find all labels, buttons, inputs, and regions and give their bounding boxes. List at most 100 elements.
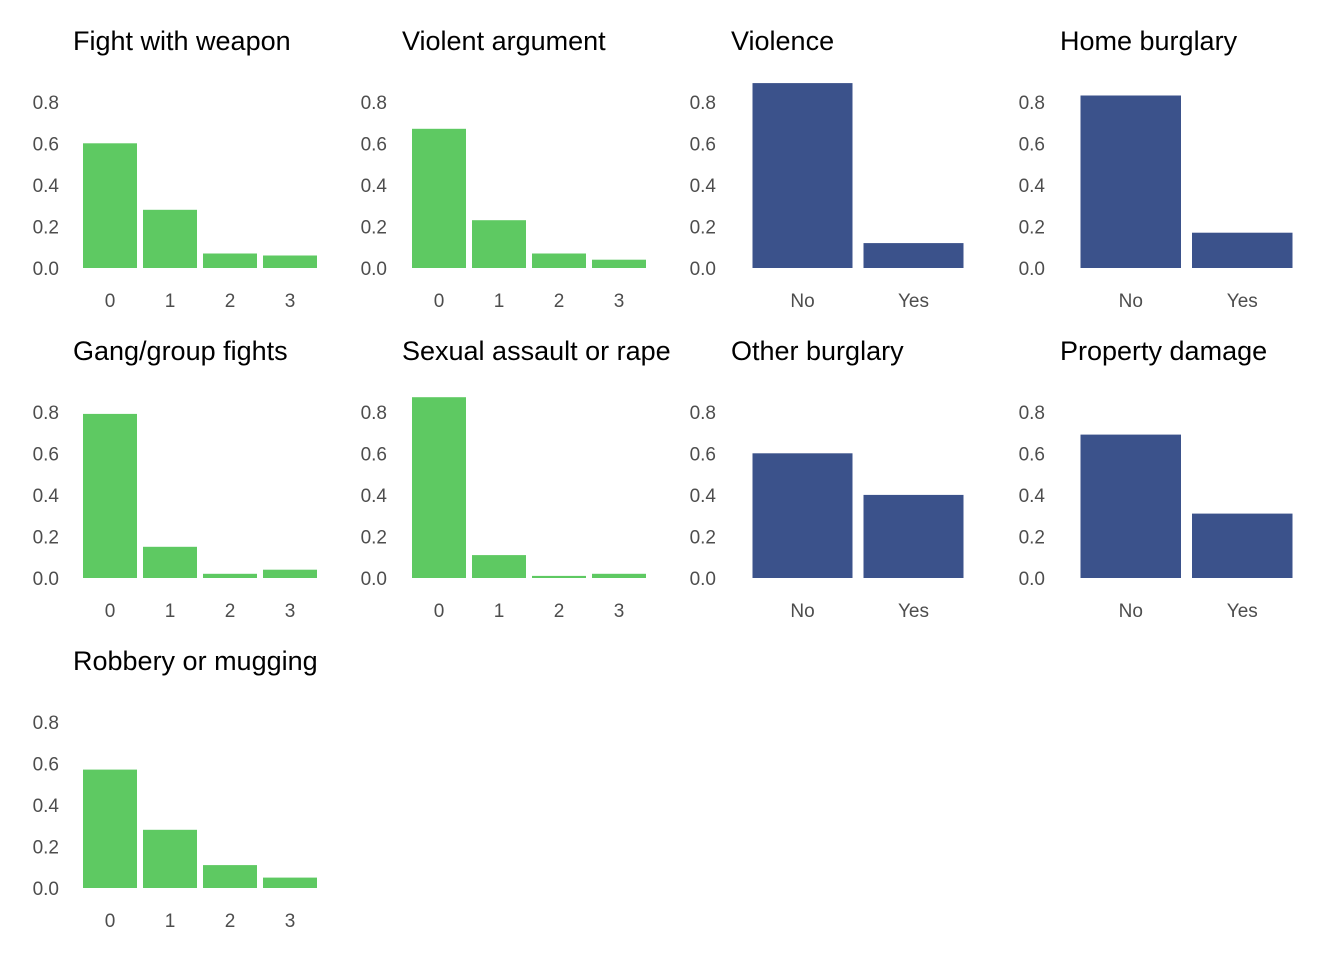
x-tick-label: No — [790, 601, 814, 622]
x-tick-label: 3 — [614, 601, 625, 622]
bar-3 — [263, 569, 317, 578]
y-tick-label: 0.6 — [361, 134, 387, 155]
y-tick-label: 0.6 — [1019, 134, 1045, 155]
bar-2 — [203, 253, 257, 268]
bar-no — [752, 453, 853, 578]
x-tick-label: 1 — [165, 291, 176, 312]
y-tick-label: 0.0 — [1019, 259, 1045, 280]
x-tick-label: No — [790, 291, 814, 312]
panel-violence: Violence 0.0 0.2 0.4 0.6 0.8 No Yes — [690, 26, 964, 312]
y-tick-label: 0.4 — [361, 486, 388, 507]
panel-fight-with-weapon: Fight with weapon 0.0 0.2 0.4 0.6 0.8 0 1 2 3 — [33, 26, 317, 312]
x-tick-label: 2 — [225, 291, 236, 312]
x-tick-label: 2 — [554, 601, 565, 622]
bar-1 — [143, 209, 197, 268]
x-tick-label: No — [1119, 291, 1143, 312]
panel-title: Property damage — [1060, 336, 1267, 366]
x-tick-label: 0 — [105, 911, 116, 932]
y-tick-label: 0.0 — [33, 879, 59, 900]
y-tick-label: 0.8 — [1019, 403, 1045, 424]
panel-sexual-assault-or-rape: Sexual assault or rape 0.0 0.2 0.4 0.6 0.8 0 1 2… — [361, 336, 671, 622]
y-tick-label: 0.2 — [1019, 527, 1045, 548]
bar-2 — [203, 865, 257, 888]
bar-3 — [263, 877, 317, 888]
panel-title: Violent argument — [402, 26, 606, 56]
panel-title: Fight with weapon — [73, 26, 291, 56]
y-tick-label: 0.0 — [361, 259, 387, 280]
x-tick-label: 0 — [434, 291, 445, 312]
x-tick-label: 0 — [105, 601, 116, 622]
bar-0 — [83, 769, 137, 888]
y-tick-label: 0.6 — [690, 134, 716, 155]
y-tick-label: 0.8 — [33, 93, 59, 114]
bar-0 — [83, 143, 137, 268]
y-tick-label: 0.2 — [361, 527, 387, 548]
panel-violent-argument: Violent argument 0.0 0.2 0.4 0.6 0.8 0 1 2 3 — [361, 26, 646, 312]
bar-1 — [472, 220, 526, 268]
y-tick-label: 0.0 — [33, 569, 59, 590]
bar-0 — [412, 128, 466, 268]
y-tick-label: 0.6 — [1019, 444, 1045, 465]
bar-2 — [532, 575, 586, 578]
bar-2 — [532, 253, 586, 268]
x-tick-label: 2 — [225, 911, 236, 932]
x-tick-label: 2 — [554, 291, 565, 312]
bar-1 — [472, 555, 526, 578]
panel-title: Sexual assault or rape — [402, 336, 671, 366]
x-tick-label: Yes — [1227, 291, 1258, 312]
y-tick-label: 0.4 — [690, 486, 717, 507]
x-tick-label: 0 — [105, 291, 116, 312]
x-tick-label: 3 — [285, 291, 296, 312]
y-tick-label: 0.8 — [33, 713, 59, 734]
y-tick-label: 0.2 — [33, 217, 59, 238]
y-tick-label: 0.0 — [33, 259, 59, 280]
bar-1 — [143, 829, 197, 888]
x-tick-label: 2 — [225, 601, 236, 622]
bar-3 — [592, 573, 646, 578]
y-tick-label: 0.0 — [690, 259, 716, 280]
panel-property-damage: Property damage 0.0 0.2 0.4 0.6 0.8 No Yes — [1019, 336, 1293, 622]
x-tick-label: No — [1119, 601, 1143, 622]
bar-2 — [203, 573, 257, 578]
x-tick-label: Yes — [898, 601, 929, 622]
x-tick-label: 3 — [614, 291, 625, 312]
x-tick-label: 1 — [494, 601, 505, 622]
panel-robbery-or-mugging: Robbery or mugging 0.0 0.2 0.4 0.6 0.8 0 1 2 3 — [33, 646, 318, 932]
x-tick-label: 1 — [494, 291, 505, 312]
y-tick-label: 0.6 — [33, 754, 59, 775]
y-tick-label: 0.6 — [690, 444, 716, 465]
x-tick-label: Yes — [898, 291, 929, 312]
bar-yes — [863, 243, 964, 268]
y-tick-label: 0.8 — [1019, 93, 1045, 114]
y-tick-label: 0.8 — [690, 93, 716, 114]
y-tick-label: 0.4 — [361, 176, 388, 197]
y-tick-label: 0.2 — [690, 217, 716, 238]
y-tick-label: 0.6 — [33, 134, 59, 155]
bar-0 — [412, 397, 466, 578]
panel-title: Gang/group fights — [73, 336, 288, 366]
y-tick-label: 0.8 — [690, 403, 716, 424]
bar-3 — [592, 259, 646, 268]
x-tick-label: 3 — [285, 911, 296, 932]
panel-gang-group-fights: Gang/group fights 0.0 0.2 0.4 0.6 0.8 0 1 2 3 — [33, 336, 317, 622]
bar-3 — [263, 255, 317, 268]
y-tick-label: 0.8 — [361, 93, 387, 114]
bar-yes — [1192, 513, 1293, 578]
panel-other-burglary: Other burglary 0.0 0.2 0.4 0.6 0.8 No Yes — [690, 336, 964, 622]
x-tick-label: 1 — [165, 911, 176, 932]
bar-no — [752, 83, 853, 268]
x-tick-label: 1 — [165, 601, 176, 622]
y-tick-label: 0.0 — [361, 569, 387, 590]
bar-yes — [863, 494, 964, 578]
y-tick-label: 0.6 — [361, 444, 387, 465]
y-tick-label: 0.6 — [33, 444, 59, 465]
y-tick-label: 0.0 — [1019, 569, 1045, 590]
panel-home-burglary: Home burglary 0.0 0.2 0.4 0.6 0.8 No Yes — [1019, 26, 1293, 312]
y-tick-label: 0.2 — [33, 527, 59, 548]
y-tick-label: 0.4 — [33, 486, 60, 507]
y-tick-label: 0.2 — [690, 527, 716, 548]
y-tick-label: 0.2 — [33, 837, 59, 858]
panel-title: Other burglary — [731, 336, 904, 366]
bar-no — [1080, 95, 1181, 268]
y-tick-label: 0.4 — [1019, 176, 1046, 197]
